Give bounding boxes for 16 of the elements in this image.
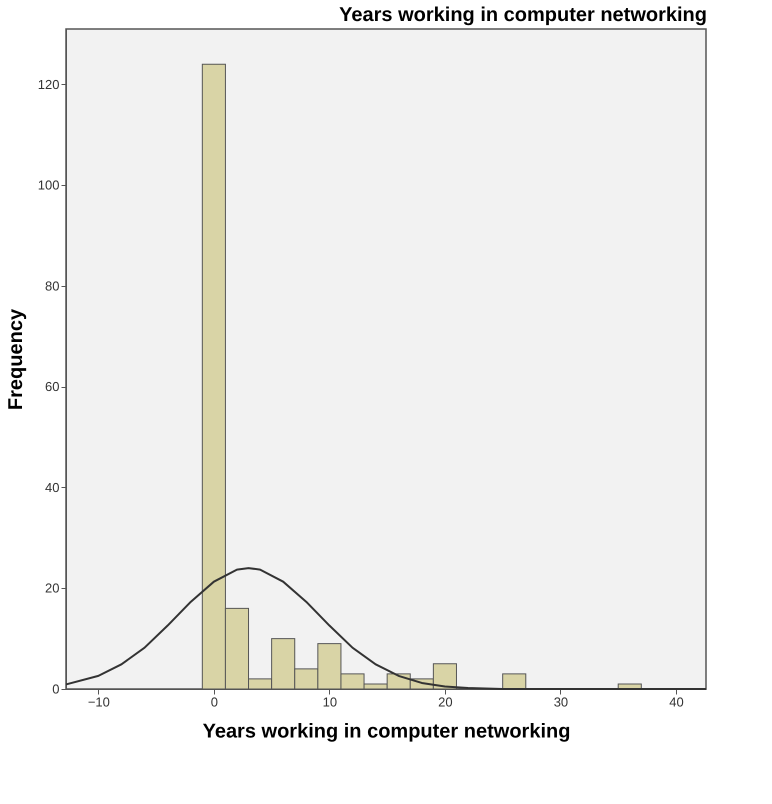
x-axis-title: Years working in computer networking — [202, 720, 570, 742]
y-tick-label: 40 — [45, 480, 60, 495]
chart-title: Years working in computer networking — [339, 4, 707, 26]
x-tick-label: 10 — [322, 694, 338, 710]
y-tick-label: 80 — [45, 278, 60, 294]
x-tick-label: 20 — [438, 694, 453, 710]
x-tick-label: 40 — [669, 694, 684, 710]
y-tick-label: 100 — [38, 178, 60, 193]
y-tick-label: 120 — [38, 76, 60, 92]
y-tick-label: 60 — [45, 379, 60, 394]
x-tick-label: −10 — [88, 694, 110, 710]
y-tick-label: 0 — [52, 682, 60, 696]
x-tick-label: 0 — [210, 694, 218, 710]
y-tick-label: 20 — [45, 580, 60, 596]
y-axis-title: Frequency — [4, 308, 27, 410]
x-tick-label: 30 — [554, 694, 568, 710]
